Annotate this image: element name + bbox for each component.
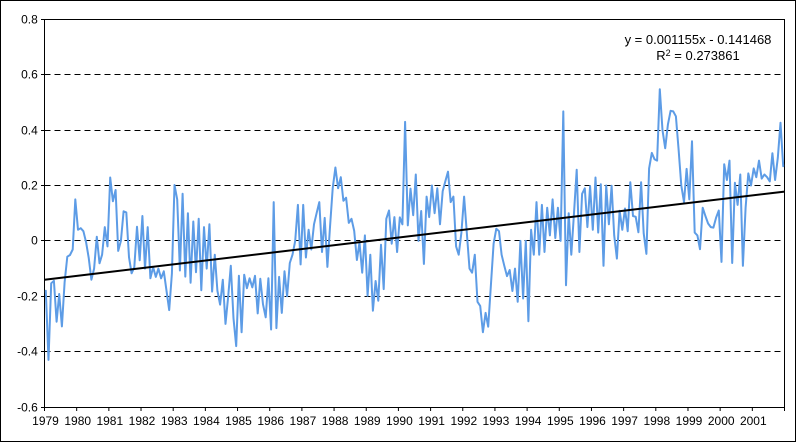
svg-text:-0.2: -0.2 bbox=[17, 290, 38, 304]
svg-text:1986: 1986 bbox=[257, 414, 284, 428]
svg-text:1984: 1984 bbox=[193, 414, 220, 428]
svg-text:1988: 1988 bbox=[322, 414, 349, 428]
svg-text:R2 = 0.273861: R2 = 0.273861 bbox=[656, 48, 739, 63]
svg-text:2000: 2000 bbox=[708, 414, 735, 428]
svg-text:1997: 1997 bbox=[611, 414, 638, 428]
svg-text:1998: 1998 bbox=[643, 414, 670, 428]
svg-text:1985: 1985 bbox=[225, 414, 252, 428]
svg-text:1987: 1987 bbox=[290, 414, 317, 428]
svg-text:0.2: 0.2 bbox=[21, 179, 38, 193]
svg-text:1995: 1995 bbox=[547, 414, 574, 428]
svg-text:0.8: 0.8 bbox=[21, 13, 38, 27]
svg-text:-0.4: -0.4 bbox=[17, 345, 38, 359]
svg-text:0.4: 0.4 bbox=[21, 124, 38, 138]
svg-text:1999: 1999 bbox=[676, 414, 703, 428]
svg-text:1979: 1979 bbox=[32, 414, 59, 428]
svg-text:1992: 1992 bbox=[450, 414, 477, 428]
svg-text:2001: 2001 bbox=[740, 414, 767, 428]
svg-text:1994: 1994 bbox=[515, 414, 542, 428]
svg-text:0: 0 bbox=[31, 234, 38, 248]
svg-text:1980: 1980 bbox=[64, 414, 91, 428]
svg-text:1996: 1996 bbox=[579, 414, 606, 428]
svg-text:1993: 1993 bbox=[483, 414, 510, 428]
svg-text:1989: 1989 bbox=[354, 414, 381, 428]
svg-text:0.6: 0.6 bbox=[21, 68, 38, 82]
svg-text:1983: 1983 bbox=[161, 414, 188, 428]
svg-text:y = 0.001155x - 0.141468: y = 0.001155x - 0.141468 bbox=[625, 32, 772, 47]
svg-text:1981: 1981 bbox=[96, 414, 123, 428]
svg-text:1982: 1982 bbox=[129, 414, 156, 428]
svg-text:1991: 1991 bbox=[418, 414, 445, 428]
svg-text:-0.6: -0.6 bbox=[17, 401, 38, 415]
svg-text:1990: 1990 bbox=[386, 414, 413, 428]
